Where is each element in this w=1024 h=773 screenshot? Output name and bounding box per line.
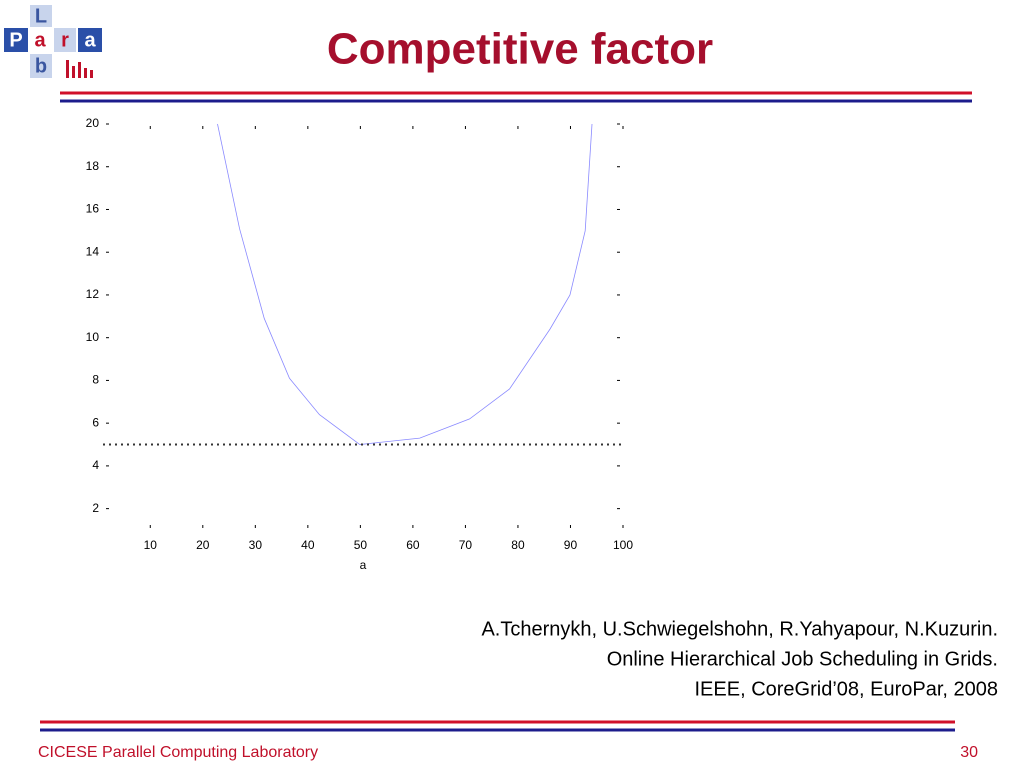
y-tick-label: 20 — [86, 116, 100, 130]
y-tick-label: 10 — [86, 330, 100, 344]
y-tick-label: 14 — [86, 244, 100, 258]
x-tick-label: 10 — [144, 538, 158, 552]
plot-area — [102, 123, 624, 531]
series-line — [217, 123, 593, 445]
x-tick-label: 70 — [459, 538, 473, 552]
citation-line: A.Tchernykh, U.Schwiegelshohn, R.Yahyapo… — [481, 618, 998, 640]
logo-letter: P — [9, 29, 22, 51]
logo-tile — [4, 28, 28, 52]
logo-letter: a — [84, 29, 96, 51]
x-tick-label: 80 — [511, 538, 525, 552]
x-axis-label: a — [360, 558, 367, 572]
page-number: 30 — [960, 744, 978, 761]
logo-tile — [78, 28, 102, 52]
x-tick-label: 30 — [249, 538, 263, 552]
y-tick-label: 18 — [86, 159, 100, 173]
y-tick-label: 6 — [92, 415, 99, 429]
logo: L P a r a b — [4, 5, 102, 78]
y-tick-label: 16 — [86, 202, 100, 216]
y-tick-label: 12 — [86, 287, 100, 301]
citation-line: Online Hierarchical Job Scheduling in Gr… — [607, 648, 998, 670]
logo-tile — [30, 54, 52, 78]
y-tick-label: 8 — [92, 373, 99, 387]
x-tick-label: 60 — [406, 538, 420, 552]
logo-letter: b — [35, 55, 47, 77]
citation-line: IEEE, CoreGrid’08, EuroPar, 2008 — [695, 678, 999, 700]
y-tick-label: 2 — [92, 501, 99, 515]
logo-letter: r — [61, 29, 69, 51]
slide-title: Competitive factor — [327, 25, 713, 74]
x-tick-label: 20 — [196, 538, 210, 552]
logo-letter: a — [34, 29, 46, 51]
x-tick-label: 100 — [613, 538, 633, 552]
logo-tile — [30, 5, 52, 27]
x-tick-label: 40 — [301, 538, 315, 552]
logo-bars — [66, 60, 93, 78]
x-tick-label: 50 — [354, 538, 368, 552]
logo-letter: L — [35, 5, 47, 27]
x-tick-label: 90 — [564, 538, 578, 552]
y-tick-label: 4 — [92, 458, 99, 472]
logo-tile — [54, 28, 76, 52]
footer-lab: CICESE Parallel Computing Laboratory — [38, 744, 318, 761]
